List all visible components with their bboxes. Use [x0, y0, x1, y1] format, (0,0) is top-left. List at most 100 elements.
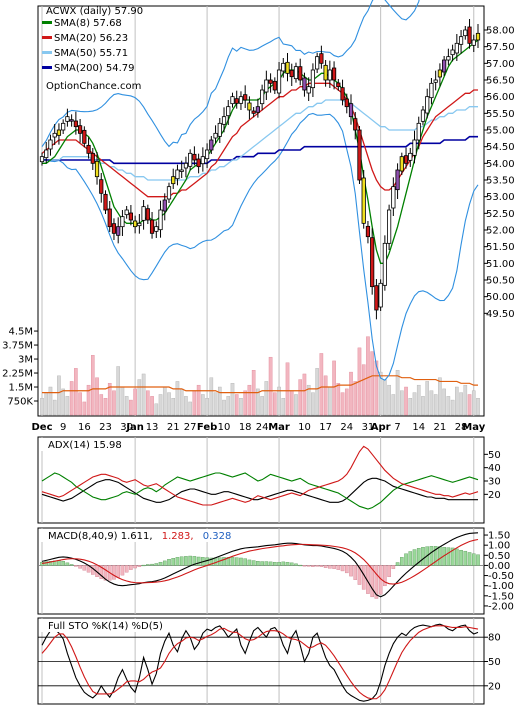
macd-histogram-bar — [124, 565, 129, 573]
volume-bar — [429, 390, 434, 416]
candle-body — [276, 69, 282, 94]
legend-swatch-sma200 — [42, 66, 52, 69]
candle-body — [416, 122, 421, 141]
volume-bar — [353, 381, 358, 416]
volume-bar — [260, 396, 264, 416]
macd-histogram-bar — [61, 561, 65, 566]
candle-body — [166, 186, 172, 200]
candle-body — [86, 144, 91, 154]
candle-body — [234, 98, 239, 104]
x-tick-label: Feb — [197, 422, 217, 433]
candle-body — [340, 87, 345, 101]
volume-bar — [370, 351, 374, 416]
macd-histogram-bar — [336, 565, 341, 570]
x-tick-label: Dec — [31, 422, 52, 433]
adx-adx-line — [41, 477, 478, 503]
volume-bar — [120, 386, 125, 416]
macd-histogram-bar — [277, 561, 281, 566]
sma20-line — [41, 82, 478, 198]
volume-bar — [175, 381, 180, 416]
macd-line — [41, 532, 479, 598]
macd-histogram-bar — [133, 565, 137, 569]
macd-histogram-bar — [146, 564, 150, 566]
volume-bar — [467, 394, 472, 416]
macd-histogram-bar — [175, 557, 180, 566]
candle-body — [175, 169, 180, 180]
macd-histogram-bar — [298, 564, 303, 567]
macd-histogram-bar — [129, 565, 133, 570]
volume-bar — [205, 398, 209, 416]
macd-histogram-bar — [171, 558, 176, 566]
macd-tick-label: -0.50 — [488, 571, 514, 582]
sto-d-line — [41, 625, 479, 700]
macd-histogram-bar — [357, 565, 362, 585]
x-tick-label: 18 — [239, 422, 252, 433]
macd-histogram-bar — [120, 565, 125, 576]
volume-bar — [404, 386, 408, 416]
macd-histogram-bar — [230, 557, 235, 566]
price-tick-label: 55.00 — [486, 126, 515, 137]
macd-histogram-bar — [251, 560, 256, 566]
price-tick-label: 54.50 — [486, 142, 515, 153]
volume-tick-label: 1.5M — [8, 383, 33, 394]
volume-bar — [112, 390, 116, 416]
candle-body — [454, 42, 459, 54]
candle-body — [272, 80, 277, 91]
volume-bar — [387, 384, 391, 416]
macd-histogram-bar — [306, 565, 311, 567]
volume-bar — [95, 377, 99, 416]
volume-bar — [146, 390, 150, 416]
volume-bar — [201, 394, 205, 416]
candle-body — [298, 66, 303, 81]
volume-bar — [450, 399, 455, 416]
x-tick-label: 21 — [434, 422, 447, 433]
volume-bar — [69, 381, 74, 416]
candle-body — [44, 149, 49, 159]
moving-averages — [41, 39, 479, 264]
volume-bar — [78, 392, 82, 416]
candle-body — [475, 32, 481, 41]
candle-body — [226, 106, 231, 117]
x-tick-label: 30 — [120, 422, 133, 433]
candle-body — [213, 132, 218, 139]
volume-bar — [247, 384, 252, 416]
volume-bar — [285, 362, 290, 416]
adx-tick-label: 30 — [488, 477, 501, 488]
macd-tick-label: 1.50 — [488, 531, 510, 542]
macd-title-label: MACD(8,40,9) 1.611, — [48, 531, 153, 542]
candle-body — [293, 66, 299, 80]
macd-histogram-bar — [463, 550, 468, 566]
x-tick-label: 16 — [78, 422, 91, 433]
volume-bar — [400, 390, 404, 416]
legend-swatch-sma20 — [42, 36, 52, 39]
volume-bar — [137, 379, 142, 416]
macd-histogram-bar — [226, 557, 231, 566]
macd-histogram-bar — [471, 553, 476, 566]
volume-bar — [234, 394, 239, 416]
macd-histogram-bar — [344, 565, 349, 574]
candle-body — [243, 94, 248, 101]
candle-body — [141, 206, 146, 221]
candle-body — [336, 82, 341, 88]
price-tick-label: 50.00 — [486, 292, 515, 303]
volume-bar — [192, 390, 197, 416]
macd-histogram-bar — [222, 557, 226, 566]
volume-bar — [311, 392, 315, 416]
x-tick-label: 28 — [455, 422, 468, 433]
candle-body — [221, 116, 227, 125]
macd-histogram-bar — [188, 555, 192, 566]
macd-histogram-bar — [408, 551, 413, 566]
macd-histogram-bar — [103, 565, 108, 581]
macd-histogram-bar — [137, 565, 142, 567]
sto-k-line — [41, 623, 479, 702]
volume-tick-label: 3M — [18, 355, 33, 366]
candle-body — [188, 152, 193, 167]
macd-histogram-bar — [162, 560, 167, 566]
candle-body — [204, 149, 210, 160]
macd-histogram-bar — [294, 563, 298, 566]
macd-histogram-bar — [273, 561, 277, 566]
candle-body — [463, 29, 468, 37]
candle-body — [120, 216, 125, 228]
volume-bar — [438, 377, 442, 416]
volume-bar — [459, 392, 463, 416]
